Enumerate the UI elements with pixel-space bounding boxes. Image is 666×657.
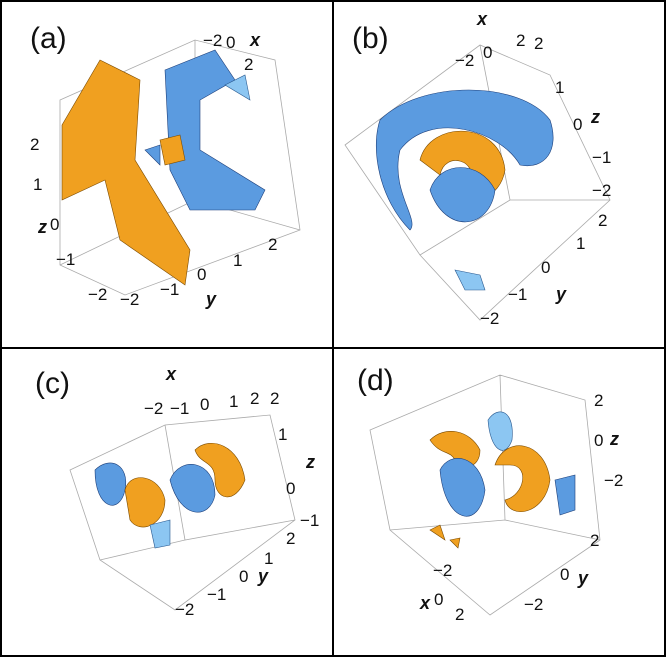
tick-label: 1 (233, 251, 242, 270)
panel-a-plot (60, 40, 300, 295)
tick-label: 1 (555, 78, 564, 97)
tick-label: −2 (592, 181, 611, 200)
tick-label: 0 (573, 115, 582, 134)
tick-label: 2 (598, 211, 607, 230)
tick-label: 2 (594, 391, 603, 410)
tick-label: −1 (160, 280, 179, 299)
tick-label: 0 (200, 395, 209, 414)
tick-label: −2 (203, 31, 222, 50)
tick-label: 0 (560, 565, 569, 584)
tick-label: −2 (120, 290, 139, 309)
tick-label: 2 (455, 605, 464, 624)
tick-label: 0 (541, 258, 550, 277)
panel-label: (d) (357, 364, 394, 397)
axis-label: z (305, 452, 315, 472)
tick-label: −1 (508, 285, 527, 304)
tick-label: 0 (594, 431, 603, 450)
axis-label: x (165, 364, 177, 384)
axis-label: y (577, 568, 589, 588)
panel-label: (a) (30, 22, 67, 55)
tick-label: 1 (576, 234, 585, 253)
tick-label: 2 (590, 531, 599, 550)
tick-label: −2 (480, 309, 499, 328)
tick-label: 0 (239, 567, 248, 586)
tick-label: −1 (56, 250, 75, 269)
surface (165, 50, 265, 210)
axis-label: z (590, 107, 600, 127)
tick-label: 0 (197, 265, 206, 284)
tick-label: 2 (30, 135, 39, 154)
tick-label: 0 (50, 215, 59, 234)
tick-label: 1 (33, 175, 42, 194)
axis-label: x (419, 593, 431, 613)
panel-b-plot (345, 45, 610, 320)
axis-label: y (555, 284, 567, 304)
axis-label: y (205, 289, 217, 309)
surface (150, 520, 170, 548)
tick-label: −1 (300, 511, 319, 530)
tick-label: 0 (226, 33, 235, 52)
surface (125, 478, 165, 527)
tick-label: −1 (207, 585, 226, 604)
figure: (a)−20x221z0−1−2−2−1012y(b)x−202210z−1−2… (0, 0, 666, 657)
tick-label: −2 (144, 399, 163, 418)
tick-label: −2 (433, 561, 452, 580)
tick-label: 0 (483, 43, 492, 62)
axis-label: z (37, 217, 47, 237)
tick-label: −2 (88, 285, 107, 304)
surface (440, 458, 485, 516)
axis-label: z (609, 429, 619, 449)
axis-label: x (249, 30, 261, 50)
surface (170, 464, 215, 512)
tick-label: 2 (268, 235, 277, 254)
tick-label: −2 (175, 600, 194, 619)
tick-label: 2 (286, 529, 295, 548)
tick-label: −1 (592, 148, 611, 167)
axis-label: x (476, 9, 488, 29)
tick-label: 0 (434, 590, 443, 609)
axis-label: y (257, 566, 269, 586)
tick-label: −2 (524, 595, 543, 614)
tick-label: −1 (170, 399, 189, 418)
tick-label: 0 (286, 479, 295, 498)
surface (430, 525, 460, 548)
tick-label: 2 (516, 31, 525, 50)
tick-label: 2 (270, 389, 279, 408)
tick-label: −2 (455, 51, 474, 70)
surface (145, 145, 160, 165)
tick-label: 2 (244, 55, 253, 74)
panel-label: (c) (35, 367, 70, 400)
surface (555, 475, 575, 515)
surface (455, 270, 485, 290)
panel-label: (b) (352, 22, 389, 55)
tick-label: 1 (278, 425, 287, 444)
tick-label: −2 (604, 471, 623, 490)
tick-label: 2 (534, 34, 543, 53)
surface (488, 412, 512, 451)
tick-label: 2 (250, 389, 259, 408)
tick-label: 1 (229, 392, 238, 411)
surface (95, 463, 126, 505)
